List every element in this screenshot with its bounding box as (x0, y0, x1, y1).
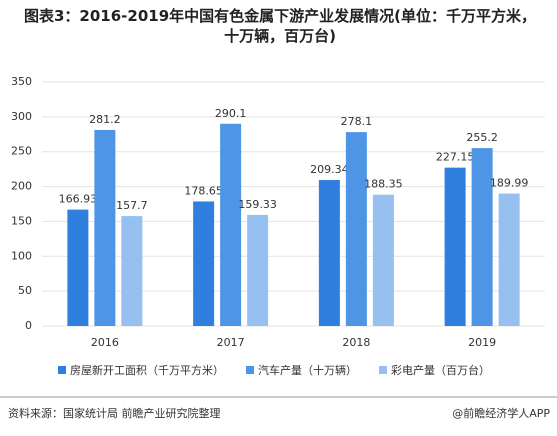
source: 资料来源：国家统计局 前瞻产业研究院整理 (8, 406, 221, 420)
x-tick-label: 2019 (468, 336, 496, 349)
x-tick-label: 2017 (217, 336, 245, 349)
data-label: 290.1 (215, 107, 247, 120)
legend-label: 彩电产量（百万台） (391, 363, 490, 377)
data-label: 189.99 (490, 177, 529, 190)
y-tick-label: 0 (25, 319, 32, 332)
credit: @前瞻经济学人APP (452, 406, 550, 420)
bar (345, 132, 367, 326)
data-label: 209.34 (310, 163, 349, 176)
legend-swatch (379, 366, 387, 374)
legend-label: 房屋新开工面积（千万平方米） (70, 363, 224, 377)
y-tick-label: 100 (11, 249, 32, 262)
data-label: 159.33 (238, 198, 277, 211)
data-label: 281.2 (89, 113, 121, 126)
y-tick-label: 250 (11, 145, 32, 158)
data-label: 166.93 (59, 193, 98, 206)
data-label: 178.65 (184, 184, 223, 197)
bar (121, 216, 143, 326)
chart-title: 图表3：2016-2019年中国有色金属下游产业发展情况(单位：千万平方米，十万… (23, 7, 537, 45)
bar (318, 180, 340, 326)
data-label: 188.35 (364, 178, 403, 191)
bar (444, 167, 466, 326)
bar (193, 201, 215, 326)
y-tick-label: 50 (18, 284, 32, 297)
y-tick-label: 150 (11, 214, 32, 227)
bar (220, 123, 242, 327)
y-tick-label: 300 (11, 110, 32, 123)
x-tick-label: 2018 (342, 336, 370, 349)
legend-label: 汽车产量（十万辆） (258, 363, 357, 377)
data-label: 278.1 (341, 115, 373, 128)
data-label: 227.15 (436, 151, 475, 164)
legend-swatch (58, 366, 66, 374)
bar (94, 129, 116, 326)
bar (498, 193, 520, 326)
bar (247, 214, 269, 326)
x-tick-label: 2016 (91, 336, 119, 349)
y-tick-label: 350 (11, 75, 32, 88)
data-label: 157.7 (116, 199, 148, 212)
legend-swatch (246, 366, 254, 374)
bar (372, 194, 394, 326)
y-tick-label: 200 (11, 180, 32, 193)
bar (471, 148, 493, 326)
data-label: 255.2 (466, 131, 498, 144)
bar (67, 209, 89, 326)
